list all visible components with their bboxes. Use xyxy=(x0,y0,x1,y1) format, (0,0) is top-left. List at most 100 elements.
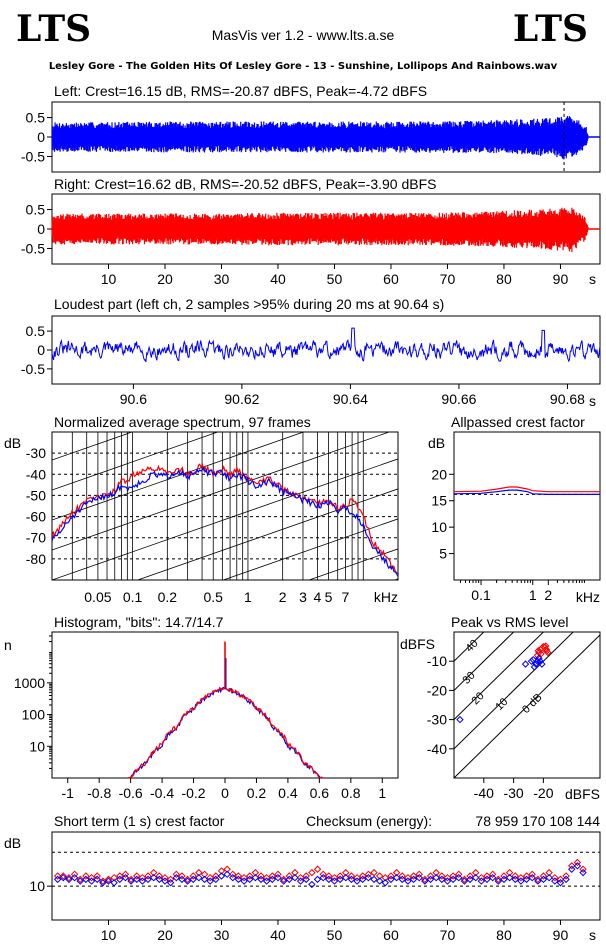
st-point-left xyxy=(438,875,446,884)
hist-xtick-8: 0.6 xyxy=(310,785,330,801)
st-point-left xyxy=(449,875,457,884)
st-point-left xyxy=(511,875,519,884)
right-waveform-ytick-1: 0 xyxy=(37,221,45,237)
st-point-right xyxy=(223,865,231,873)
st-point-left xyxy=(206,877,214,885)
file-name: Lesley Gore - The Golden Hits Of Lesley … xyxy=(49,61,558,72)
st-xtick-8: 90 xyxy=(553,927,569,943)
st-point-left xyxy=(455,873,463,882)
crest-ytick-0: 20 xyxy=(431,466,447,482)
pvr-xtick-0: -40 xyxy=(474,785,494,801)
st-point-left xyxy=(364,873,373,882)
st-point-left xyxy=(246,875,254,884)
loudest-title: Loudest part (left ch, 2 samples >95% du… xyxy=(54,296,444,312)
st-xtick-6: 70 xyxy=(440,927,456,943)
st-point-left xyxy=(528,873,536,882)
st-point-left xyxy=(568,865,576,873)
right-waveform-xtick-0: 10 xyxy=(101,271,117,287)
st-xtick-2: 30 xyxy=(214,927,230,943)
st-point-left xyxy=(517,877,525,885)
pvr-ytick-2: -30 xyxy=(427,712,447,728)
pvr-ylabel: dBFS xyxy=(400,636,435,652)
loudest-xtick-4: 90.68 xyxy=(550,391,585,407)
st-point-right xyxy=(342,868,350,877)
hist-xtick-9: 0.8 xyxy=(341,785,361,801)
st-xtick-7: 80 xyxy=(496,927,512,943)
spectrum-ylabel: dB xyxy=(4,435,21,451)
st-point-left xyxy=(82,875,90,884)
st-point-left xyxy=(325,875,333,884)
hist-title: Histogram, "bits": 14.7/14.7 xyxy=(54,614,224,630)
spectrum-xtick-7: 4 xyxy=(313,589,321,605)
left-waveform-ytick-0: 0.5 xyxy=(26,110,46,126)
st-point-left xyxy=(392,873,401,882)
app-title: MasVis ver 1.2 - www.lts.a.se xyxy=(212,27,395,43)
spectrum-ytick-2: -50 xyxy=(26,487,46,503)
st-point-left xyxy=(274,873,282,882)
st-checksum-label: Checksum (energy): xyxy=(306,813,432,829)
st-point-left xyxy=(212,875,220,884)
right-waveform-xtick-7: 80 xyxy=(496,271,512,287)
st-xtick-3: 40 xyxy=(270,927,286,943)
st-point-right xyxy=(308,868,316,877)
st-point-left xyxy=(443,877,452,885)
st-point-left xyxy=(200,875,209,884)
st-point-left xyxy=(127,877,135,885)
spectrum-ytick-0: -30 xyxy=(26,445,46,461)
loudest-xtick-1: 90.62 xyxy=(224,391,259,407)
crest-series-right xyxy=(453,486,600,493)
st-point-left xyxy=(426,875,435,884)
spectrum-xtick-2: 0.2 xyxy=(158,589,178,605)
st-point-left xyxy=(494,877,503,885)
right-waveform-xtick-2: 30 xyxy=(214,271,230,287)
pvr-xtick-1: -30 xyxy=(503,785,523,801)
spectrum-ytick-4: -70 xyxy=(26,530,46,546)
spectrum-xtick-4: 1 xyxy=(244,589,252,605)
pvr-point-left xyxy=(521,660,530,668)
spectrum-xtick-3: 0.5 xyxy=(203,589,223,605)
st-point-left xyxy=(144,875,152,884)
st-point-right xyxy=(251,868,260,877)
st-point-left xyxy=(285,875,293,884)
crest-title: Allpassed crest factor xyxy=(451,414,585,430)
crest-xtick-2: 2 xyxy=(544,587,552,603)
st-xtick-5: 60 xyxy=(383,927,399,943)
pvr-title: Peak vs RMS level xyxy=(451,614,568,630)
crest-xtick-0: 0.1 xyxy=(471,587,491,603)
spectrum-ytick-3: -60 xyxy=(26,509,46,525)
pvr-point-left xyxy=(529,656,537,664)
crest-series-left xyxy=(453,489,600,495)
st-point-left xyxy=(370,875,378,884)
st-point-left xyxy=(375,877,384,885)
crest-xtick-1: 1 xyxy=(529,587,537,603)
st-point-left xyxy=(195,873,203,882)
st-point-left xyxy=(308,880,316,889)
left-waveform-signal xyxy=(51,116,589,160)
pvr-crest-line xyxy=(454,632,515,692)
right-waveform-xtick-3: 40 xyxy=(270,271,286,287)
st-point-left xyxy=(556,879,565,887)
st-xlabel: s xyxy=(589,927,596,943)
st-ytick-0: 10 xyxy=(29,878,45,894)
st-point-left xyxy=(65,875,73,884)
spectrum-xtick-5: 2 xyxy=(279,589,287,605)
spectrum-slope-line xyxy=(52,458,398,580)
st-point-left xyxy=(359,875,367,884)
st-point-left xyxy=(217,872,226,880)
crest-ytick-2: 10 xyxy=(431,519,447,535)
st-point-left xyxy=(404,877,412,885)
st-point-left xyxy=(573,862,582,870)
st-point-left xyxy=(155,875,164,884)
left-waveform-ytick-2: -0.5 xyxy=(21,148,45,164)
spectrum-xtick-6: 3 xyxy=(299,589,307,605)
st-point-left xyxy=(133,875,141,884)
st-point-left xyxy=(172,873,180,882)
st-point-left xyxy=(149,873,158,882)
st-point-right xyxy=(291,868,299,877)
loudest-xlabel: s xyxy=(589,393,596,409)
spectrum-xtick-9: 7 xyxy=(342,589,350,605)
lts-logo-left: LTS xyxy=(16,8,92,50)
st-point-left xyxy=(296,877,305,885)
spectrum-xtick-8: 5 xyxy=(325,589,333,605)
st-point-right xyxy=(104,875,113,884)
